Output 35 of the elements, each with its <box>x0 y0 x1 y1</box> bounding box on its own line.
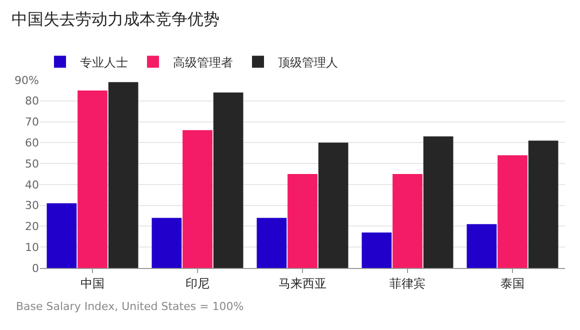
y-tick-label: 80 <box>25 94 39 108</box>
y-tick-label: 20 <box>25 220 39 234</box>
y-tick-label: 50 <box>25 157 39 170</box>
x-tick-label: 菲律宾 <box>390 276 426 290</box>
bar <box>78 90 108 268</box>
y-tick-label: 30 <box>25 199 39 212</box>
x-tick-label: 泰国 <box>500 276 524 290</box>
bar <box>108 82 138 268</box>
bar <box>528 140 558 268</box>
chart-title: 中国失去劳动力成本竞争优势 <box>12 9 220 28</box>
bar <box>423 136 454 268</box>
legend-label: 顶级管理人 <box>278 55 338 70</box>
bar <box>392 174 422 268</box>
y-tick-label: 90% <box>14 74 39 87</box>
y-tick-label: 70 <box>25 116 39 129</box>
bar <box>318 142 348 268</box>
x-tick-label: 马来西亚 <box>278 276 326 290</box>
bar <box>498 155 528 268</box>
bar <box>466 224 497 268</box>
y-tick-label: 10 <box>25 240 39 254</box>
bar <box>152 218 182 268</box>
bar <box>362 232 392 268</box>
text: Base Salary Index, United States = 100% <box>16 300 244 313</box>
bar <box>46 203 77 268</box>
y-tick-label: 40 <box>25 178 39 192</box>
y-tick-label: 0 <box>32 262 39 275</box>
bar <box>182 130 212 268</box>
legend-label: 高级管理者 <box>173 55 233 70</box>
x-tick-label: 中国 <box>80 276 104 290</box>
x-tick-label: 印尼 <box>186 276 210 290</box>
bar <box>288 174 318 268</box>
y-tick-label: 60 <box>25 136 39 150</box>
bar <box>256 218 287 268</box>
bar <box>213 92 244 268</box>
legend-label: 专业人士 <box>80 55 128 70</box>
